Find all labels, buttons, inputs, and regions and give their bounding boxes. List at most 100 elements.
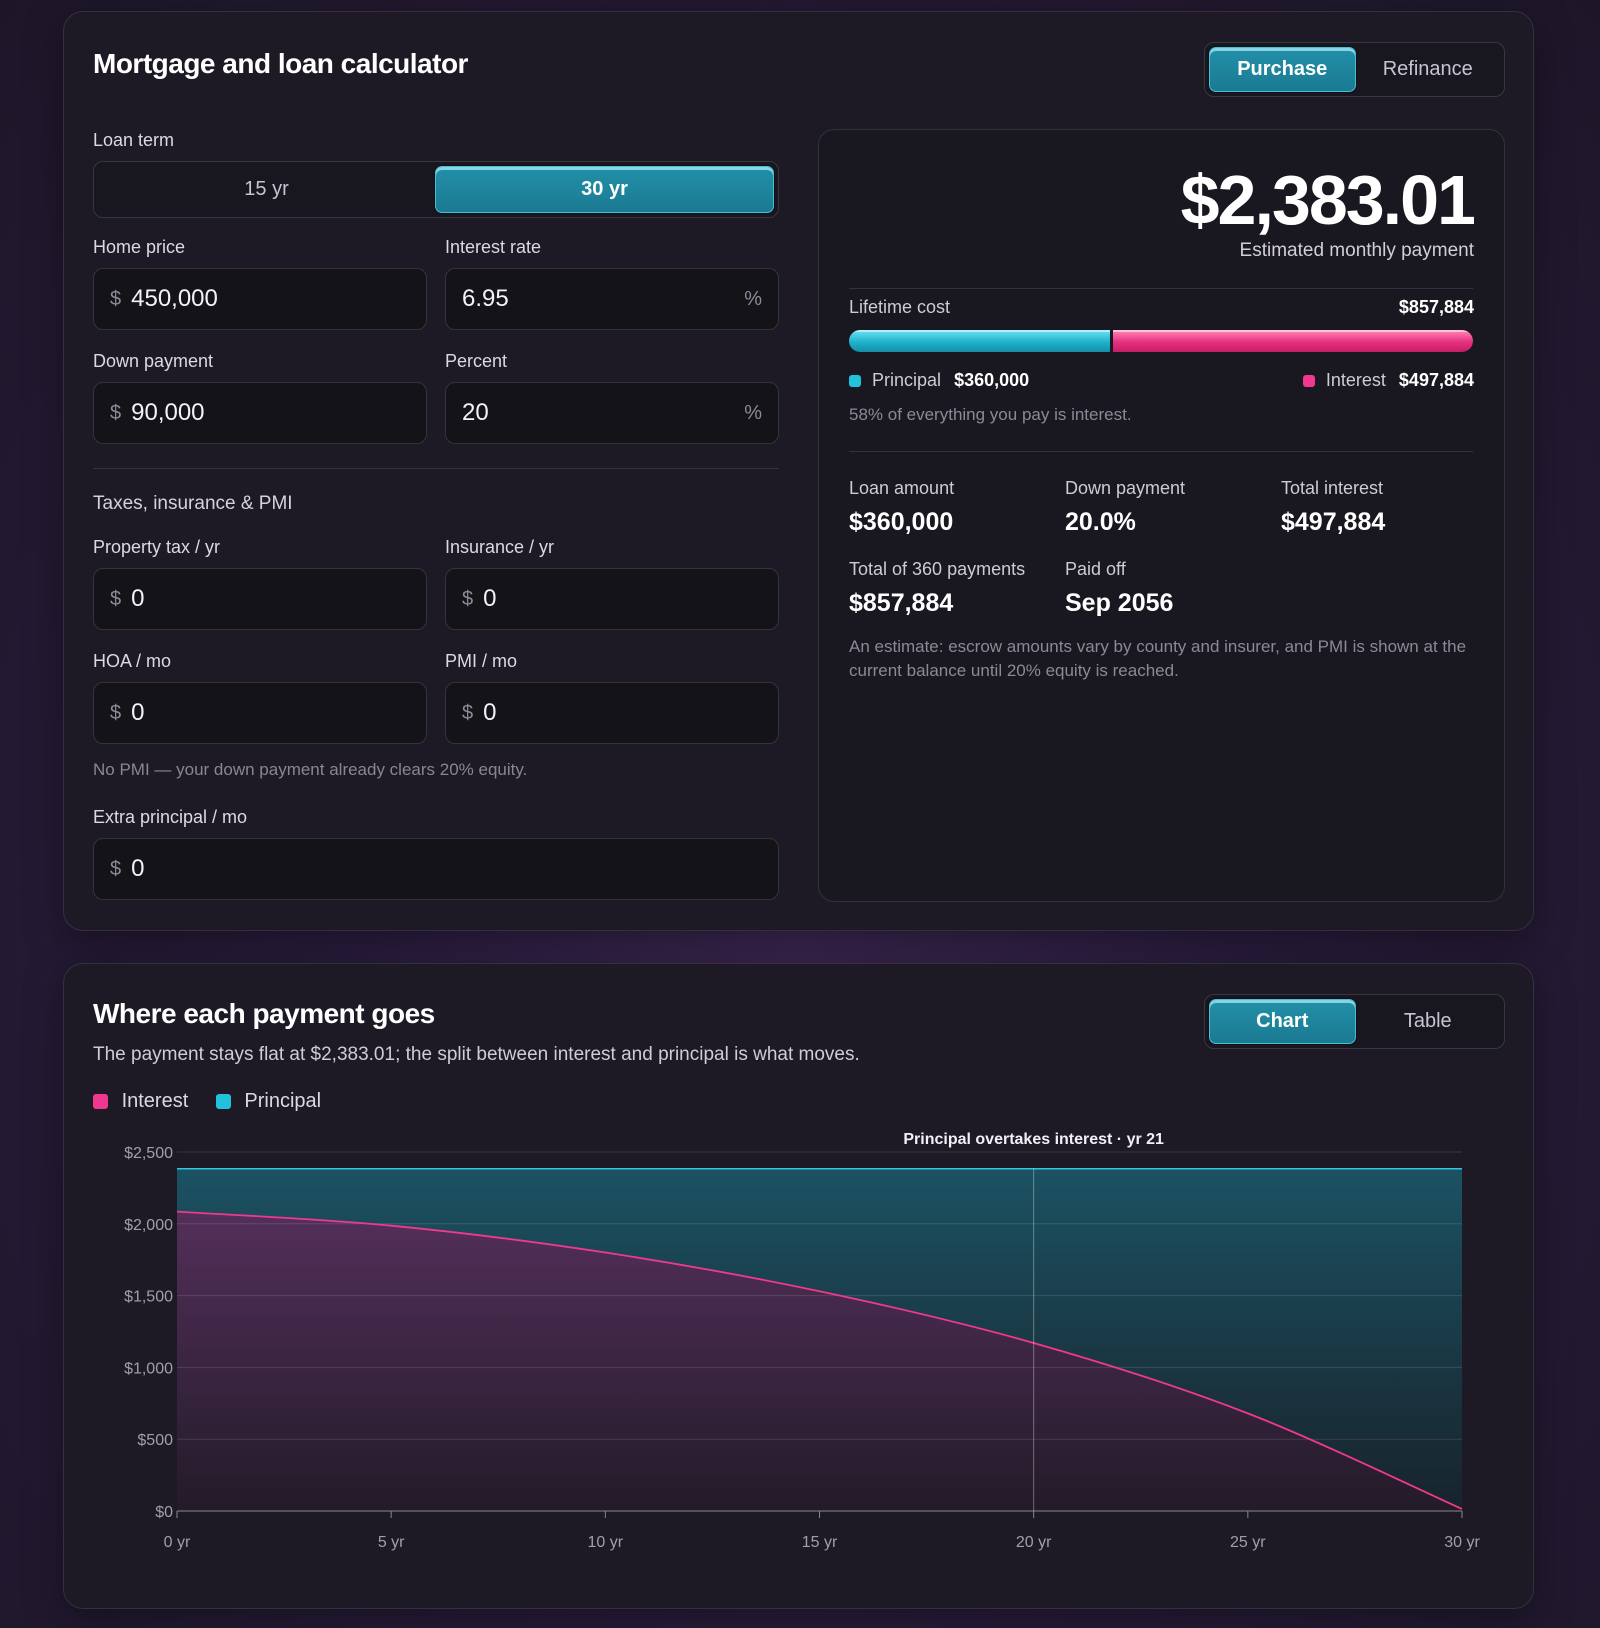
loan-term-label: Loan term	[93, 130, 175, 150]
mode-toggle: Purchase Refinance	[1204, 42, 1505, 97]
taxes-section-heading: Taxes, insurance & PMI	[93, 493, 293, 514]
tab-purchase[interactable]: Purchase	[1209, 47, 1356, 92]
property-tax-field: $	[93, 568, 427, 630]
hoa-label: HOA / mo	[93, 651, 172, 671]
home-price-input[interactable]	[131, 285, 410, 313]
monthly-payment-label: Estimated monthly payment	[1239, 240, 1474, 261]
payment-split-chart: $0 $500 $1,000 $1,500 $2,000 $2,500 0 yr 5 yr 10…	[124, 1132, 1480, 1551]
lifetime-cost-label: Lifetime cost	[849, 297, 951, 317]
y-tick-label: $1,000	[124, 1360, 173, 1377]
y-tick-label: $0	[155, 1504, 173, 1521]
interest-share-note: 58% of everything you pay is interest.	[849, 405, 1132, 424]
tab-table[interactable]: Table	[1403, 1010, 1452, 1032]
x-tick-label: 0 yr	[164, 1534, 191, 1551]
paid-off-label: Paid off	[1065, 559, 1126, 579]
principal-legend-swatch	[215, 1094, 231, 1110]
panel-divider	[849, 451, 1473, 452]
crossover-annotation: Principal overtakes interest · yr 21	[903, 1132, 1164, 1148]
down-payment-stat-value: 20.0%	[1065, 508, 1136, 536]
extra-principal-input[interactable]	[131, 855, 762, 883]
pmi-hint: No PMI — your down payment already clear…	[93, 760, 528, 779]
principal-legend-label: Principal	[244, 1090, 322, 1112]
property-tax-input[interactable]	[131, 585, 410, 613]
x-tick-label: 25 yr	[1230, 1534, 1266, 1551]
interest-legend-swatch	[93, 1094, 108, 1110]
interest-legend: Interest $497,884	[1302, 370, 1474, 391]
x-tick-label: 10 yr	[588, 1534, 624, 1551]
insurance-input[interactable]	[483, 585, 762, 613]
percent-suffix: %	[744, 287, 762, 310]
term-30-yr-option[interactable]: 30 yr	[435, 166, 774, 213]
down-payment-percent-input[interactable]	[462, 399, 745, 427]
home-price-label: Home price	[93, 237, 186, 257]
interest-legend-value: $497,884	[1398, 370, 1474, 390]
interest-legend-label: Interest	[121, 1090, 189, 1112]
x-tick-label: 15 yr	[802, 1534, 838, 1551]
dollar-prefix: $	[110, 701, 122, 724]
total-interest-label: Total interest	[1281, 478, 1384, 498]
tab-refinance[interactable]: Refinance	[1382, 58, 1473, 80]
lifetime-cost-value: $857,884	[1398, 297, 1474, 317]
chart-section-subtitle: The payment stays flat at $2,383.01; the…	[93, 1044, 860, 1065]
property-tax-label: Property tax / yr	[93, 537, 221, 557]
section-divider	[93, 468, 779, 469]
dollar-prefix: $	[110, 287, 122, 310]
down-payment-input[interactable]	[131, 399, 410, 427]
summary-panel: $2,383.01 Estimated monthly payment Life…	[818, 129, 1505, 902]
chart-section-title: Where each payment goes	[93, 998, 435, 1029]
y-tick-label: $2,500	[124, 1145, 173, 1162]
dollar-prefix: $	[462, 587, 474, 610]
extra-principal-field: $	[93, 838, 779, 900]
x-tick-label: 20 yr	[1016, 1534, 1052, 1551]
extra-principal-label: Extra principal / mo	[93, 807, 248, 827]
y-tick-label: $500	[137, 1432, 173, 1449]
interest-rate-input[interactable]	[462, 285, 745, 313]
down-payment-label: Down payment	[93, 351, 214, 371]
y-tick-label: $1,500	[124, 1289, 173, 1306]
pmi-field: $	[445, 682, 779, 744]
dollar-prefix: $	[462, 701, 474, 724]
tab-chart[interactable]: Chart	[1209, 999, 1356, 1044]
home-price-field: $	[93, 268, 427, 330]
pmi-label: PMI / mo	[445, 651, 518, 671]
interest-area	[177, 1211, 1462, 1511]
estimate-disclaimer: An estimate: escrow amounts vary by coun…	[849, 637, 1467, 680]
total-payments-label: Total of 360 payments	[849, 559, 1026, 579]
total-payments-value: $857,884	[849, 589, 954, 617]
chart-legend: Interest Principal	[93, 1090, 321, 1113]
principal-legend-value: $360,000	[954, 370, 1030, 390]
calculator-card: Mortgage and loan calculator Purchase Re…	[63, 11, 1534, 931]
down-payment-field: $	[93, 382, 427, 444]
hoa-input[interactable]	[131, 699, 410, 727]
y-tick-label: $2,000	[124, 1217, 173, 1234]
panel-divider	[849, 288, 1473, 289]
chart-card: Where each payment goes The payment stay…	[63, 963, 1534, 1609]
principal-legend-label: Principal	[872, 370, 942, 390]
principal-legend: Principal $360,000	[849, 370, 1029, 391]
loan-term-toggle: 15 yr 30 yr	[93, 161, 779, 218]
loan-amount-value: $360,000	[849, 508, 954, 536]
paid-off-value: Sep 2056	[1065, 589, 1174, 617]
interest-line	[176, 1210, 1463, 1510]
dollar-prefix: $	[110, 857, 122, 880]
principal-swatch	[849, 375, 861, 388]
principal-bar-segment	[849, 330, 1110, 352]
down-payment-stat-label: Down payment	[1065, 478, 1186, 498]
interest-rate-label: Interest rate	[445, 237, 542, 257]
monthly-payment-value: $2,383.01	[1180, 161, 1476, 239]
percent-label: Percent	[445, 351, 508, 371]
insurance-label: Insurance / yr	[445, 537, 555, 557]
dollar-prefix: $	[110, 587, 122, 610]
x-tick-label: 5 yr	[378, 1534, 405, 1551]
pmi-input[interactable]	[483, 699, 762, 727]
percent-field: %	[445, 382, 779, 444]
interest-legend-label: Interest	[1325, 370, 1386, 390]
percent-suffix: %	[744, 401, 762, 424]
view-toggle: Chart Table	[1204, 994, 1505, 1049]
term-15-yr-option[interactable]: 15 yr	[244, 178, 289, 200]
interest-rate-field: %	[445, 268, 779, 330]
dollar-prefix: $	[110, 401, 122, 424]
total-interest-value: $497,884	[1281, 508, 1386, 536]
interest-bar-segment	[1109, 330, 1473, 352]
page-title: Mortgage and loan calculator	[93, 48, 468, 79]
